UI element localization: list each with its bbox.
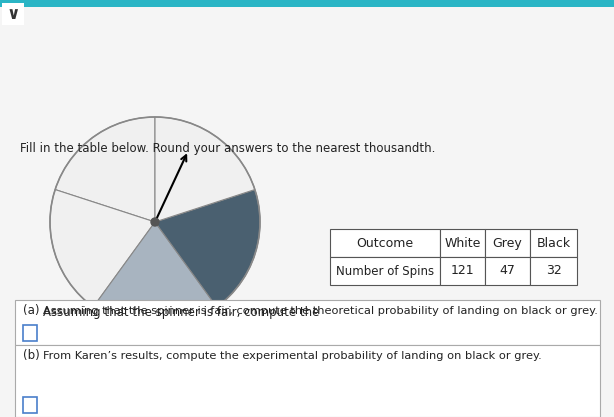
FancyBboxPatch shape bbox=[440, 257, 485, 285]
FancyBboxPatch shape bbox=[530, 257, 577, 285]
FancyBboxPatch shape bbox=[15, 300, 600, 345]
FancyBboxPatch shape bbox=[440, 229, 485, 257]
Wedge shape bbox=[155, 190, 260, 307]
Text: (b): (b) bbox=[23, 349, 40, 362]
Text: From Karen’s results, compute the experimental probability of landing on black o: From Karen’s results, compute the experi… bbox=[43, 351, 542, 361]
FancyBboxPatch shape bbox=[15, 345, 600, 417]
Wedge shape bbox=[93, 222, 217, 327]
Wedge shape bbox=[155, 117, 255, 222]
FancyBboxPatch shape bbox=[2, 3, 24, 25]
Text: ∨: ∨ bbox=[6, 5, 20, 23]
Text: Assuming that the spinner is fair, compute the theoretical probability of landin: Assuming that the spinner is fair, compu… bbox=[43, 306, 598, 316]
FancyBboxPatch shape bbox=[530, 229, 577, 257]
Wedge shape bbox=[50, 190, 155, 307]
FancyBboxPatch shape bbox=[485, 257, 530, 285]
Wedge shape bbox=[55, 117, 155, 222]
Text: 32: 32 bbox=[546, 264, 561, 277]
Text: Assuming that the spinner is fair, compute the: Assuming that the spinner is fair, compu… bbox=[43, 306, 323, 319]
FancyBboxPatch shape bbox=[23, 325, 37, 341]
Text: Fill in the table below. Round your answers to the nearest thousandth.: Fill in the table below. Round your answ… bbox=[20, 142, 435, 155]
Text: Grey: Grey bbox=[492, 236, 523, 249]
Text: Number of Spins: Number of Spins bbox=[336, 264, 434, 277]
Text: 121: 121 bbox=[451, 264, 474, 277]
FancyBboxPatch shape bbox=[330, 229, 440, 257]
Text: 47: 47 bbox=[500, 264, 515, 277]
Circle shape bbox=[151, 218, 159, 226]
FancyBboxPatch shape bbox=[330, 257, 440, 285]
Bar bbox=[0, 0, 614, 7]
Text: White: White bbox=[445, 236, 481, 249]
Text: (a): (a) bbox=[23, 304, 39, 317]
FancyBboxPatch shape bbox=[485, 229, 530, 257]
FancyBboxPatch shape bbox=[23, 397, 37, 413]
Text: Outcome: Outcome bbox=[357, 236, 414, 249]
Text: Black: Black bbox=[537, 236, 570, 249]
